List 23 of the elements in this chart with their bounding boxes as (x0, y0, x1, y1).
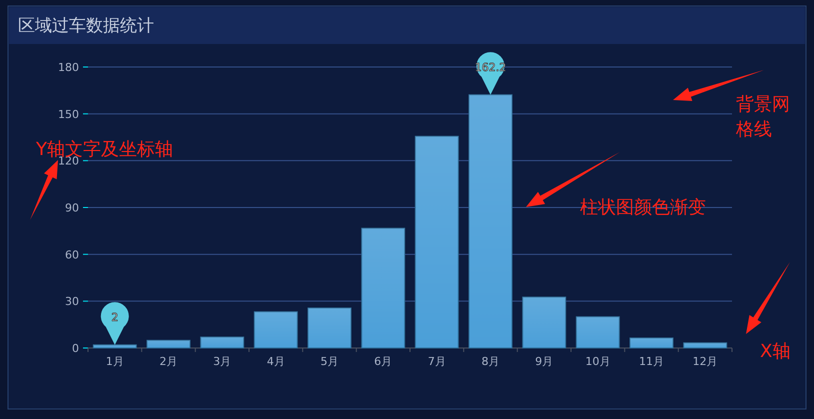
y-tick-label: 90 (65, 202, 79, 214)
y-tick-label: 150 (58, 108, 79, 121)
x-tick-label: 3月 (213, 355, 232, 368)
x-tick-label: 11月 (639, 355, 664, 368)
x-tick-label: 5月 (320, 355, 338, 368)
y-tick-label: 60 (65, 248, 79, 262)
data-label: 2 (111, 310, 118, 324)
x-tick-label: 8月 (482, 355, 500, 368)
text: 背景网格线 (735, 94, 790, 140)
x-tick-label: 12月 (692, 355, 718, 368)
text: X轴 (760, 341, 790, 362)
annotation: 柱状图颜色渐变 (580, 197, 706, 218)
y-tick-label: 30 (65, 295, 79, 308)
x-tick-label: 9月 (535, 355, 554, 368)
x-tick-label: 6月 (374, 355, 392, 368)
y-tick-label: 0 (72, 342, 79, 355)
chart-title: 区域过车数据统计 (18, 16, 154, 36)
x-tick-label: 4月 (266, 355, 285, 368)
x-tick-label: 7月 (428, 355, 446, 368)
x-tick-label: 2月 (160, 355, 178, 368)
x-tick-label: 10月 (585, 355, 610, 368)
x-tick-label: 1月 (106, 355, 124, 368)
y-tick-label: 180 (58, 61, 79, 74)
